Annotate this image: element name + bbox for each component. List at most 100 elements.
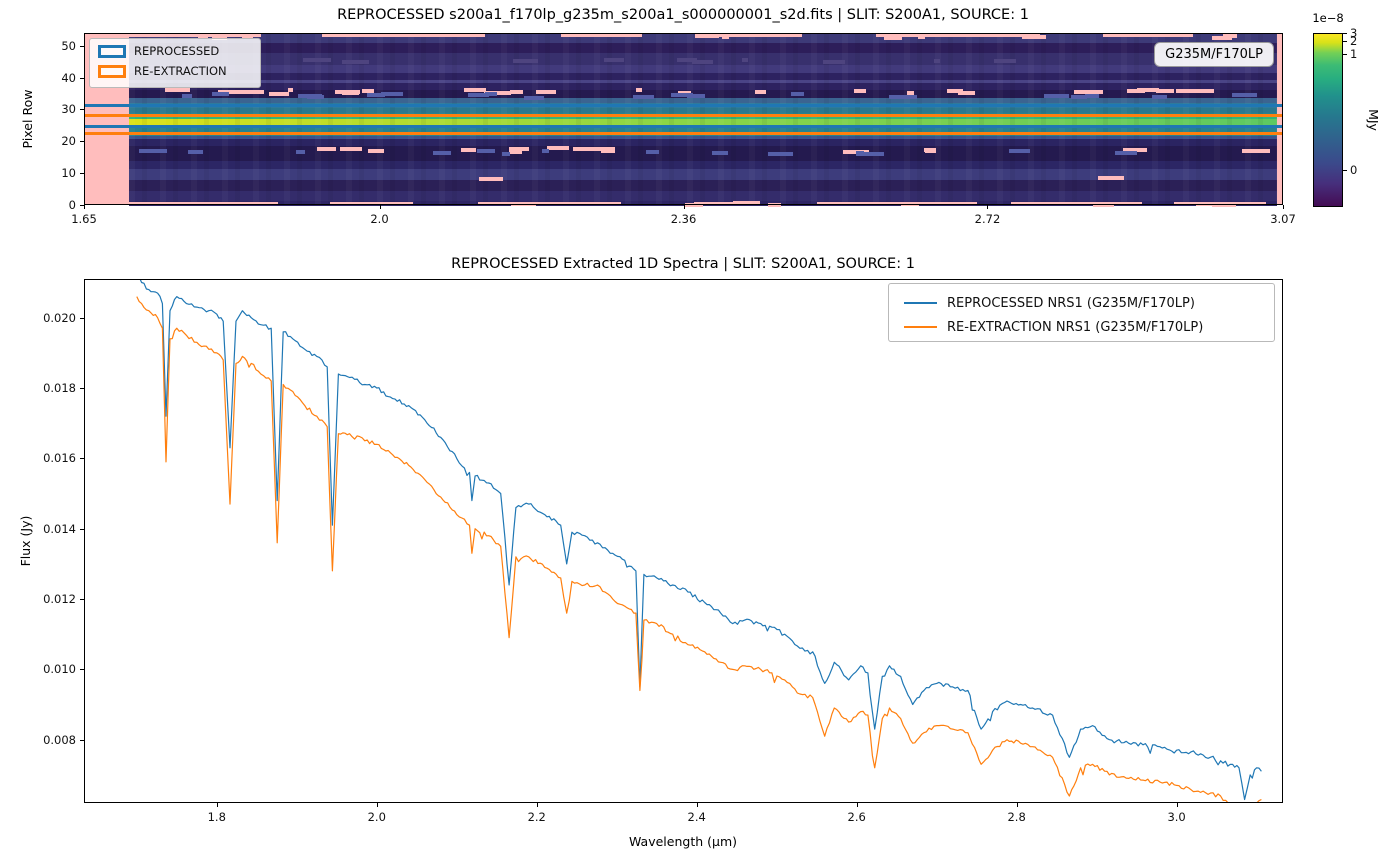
nan-speckle bbox=[636, 87, 643, 92]
nan-speckle bbox=[464, 88, 487, 93]
legend-line-swatch bbox=[904, 326, 937, 328]
colorbar-tick-label: 0 bbox=[1350, 162, 1358, 177]
heatmap-band bbox=[128, 168, 1277, 181]
s2d-y-tick-label: 30 bbox=[61, 102, 76, 117]
nan-strip-top-dash bbox=[1102, 33, 1193, 37]
nan-speckle bbox=[933, 58, 940, 63]
nan-speckle bbox=[1009, 149, 1031, 154]
nan-speckle bbox=[182, 93, 192, 98]
nan-speckle bbox=[1151, 95, 1168, 99]
colorbar-offset-label: 1e−8 bbox=[1312, 11, 1344, 25]
extraction-boundary-line bbox=[84, 104, 1283, 108]
nan-speckle bbox=[1212, 203, 1236, 208]
s2d-x-tick-mark bbox=[84, 205, 85, 209]
extraction-boundary-line bbox=[84, 132, 1283, 136]
nan-speckle bbox=[339, 146, 362, 151]
s2d-spectrum-heatmap bbox=[84, 33, 1283, 208]
nan-speckle bbox=[883, 35, 903, 40]
nan-strip-top-dash bbox=[561, 33, 643, 37]
nan-speckle bbox=[994, 59, 1017, 64]
s2d-x-tick-mark bbox=[683, 205, 685, 209]
legend-entry-label: RE-EXTRACTION NRS1 (G235M/F170LP) bbox=[947, 319, 1204, 335]
heatmap-band bbox=[128, 145, 1277, 161]
x1d-y-tick-mark bbox=[80, 528, 84, 530]
nan-speckle bbox=[1122, 147, 1147, 152]
nan-speckle bbox=[1231, 93, 1258, 98]
nan-strip-bottom-dash bbox=[693, 201, 755, 205]
nan-speckle bbox=[947, 88, 964, 93]
x1d-x-tick-label: 2.4 bbox=[687, 810, 706, 824]
nan-speckle bbox=[1186, 89, 1214, 94]
s2d-x-tick-label: 2.72 bbox=[974, 212, 1001, 226]
nan-speckle bbox=[501, 152, 511, 157]
x1d-x-tick-mark bbox=[1176, 803, 1178, 807]
x1d-legend-entry: REPROCESSED NRS1 (G235M/F170LP) bbox=[899, 291, 1274, 315]
nan-speckle bbox=[741, 58, 749, 63]
nan-speckle bbox=[691, 59, 713, 64]
nan-speckle bbox=[768, 151, 793, 156]
x1d-x-tick-label: 2.2 bbox=[527, 810, 546, 824]
nan-speckle bbox=[298, 94, 323, 99]
nan-speckle bbox=[632, 95, 655, 100]
x1d-y-tick-mark bbox=[80, 739, 84, 741]
nan-strip-top-dash bbox=[322, 33, 485, 37]
wavelength-axis-label: Wavelength (µm) bbox=[628, 834, 738, 849]
nan-speckle bbox=[711, 150, 728, 155]
x1d-x-tick-label: 2.0 bbox=[367, 810, 386, 824]
heatmap-band bbox=[128, 89, 1277, 98]
nan-speckle bbox=[1155, 89, 1175, 94]
s2d-y-tick-mark bbox=[80, 109, 84, 111]
heatmap-band bbox=[128, 42, 1277, 54]
s2d-x-tick-label: 1.65 bbox=[71, 212, 97, 226]
x1d-x-tick-label: 1.8 bbox=[207, 810, 226, 824]
s2d-y-tick-mark bbox=[80, 173, 84, 175]
nan-speckle bbox=[678, 90, 691, 95]
nan-speckle bbox=[523, 95, 544, 100]
heatmap-band bbox=[128, 138, 1277, 147]
nan-speckle bbox=[671, 92, 694, 97]
source-trace-band bbox=[128, 118, 1277, 126]
nan-speckle bbox=[676, 57, 698, 62]
heatmap-band bbox=[128, 82, 1277, 91]
nan-region-right bbox=[1277, 33, 1283, 205]
colorbar-tick-label: 3 bbox=[1350, 26, 1358, 40]
x1d-x-tick-mark bbox=[1016, 803, 1018, 807]
nan-speckle bbox=[686, 94, 705, 99]
nan-speckle bbox=[138, 149, 167, 154]
nan-speckle bbox=[511, 201, 537, 206]
s2d-x-tick-mark bbox=[987, 205, 989, 209]
nan-speckle bbox=[917, 35, 926, 40]
nan-strip-bottom-dash bbox=[128, 201, 279, 205]
nan-speckle bbox=[722, 34, 729, 39]
spectrum-line-reprocessed bbox=[139, 279, 1262, 801]
heatmap-band bbox=[128, 97, 1277, 104]
nan-speckle bbox=[510, 90, 523, 95]
s2d-y-tick-mark bbox=[80, 205, 84, 206]
colorbar-unit-label: MJy bbox=[1366, 109, 1381, 131]
nan-speckle bbox=[477, 149, 495, 154]
s2d-y-tick-label: 40 bbox=[61, 70, 76, 85]
nan-strip-bottom-dash bbox=[817, 201, 978, 205]
colorbar-tick-mark bbox=[1343, 33, 1347, 34]
pixel-row-axis-label: Pixel Row bbox=[20, 89, 35, 149]
nan-speckle bbox=[1126, 89, 1145, 94]
nan-speckle bbox=[467, 92, 489, 97]
nan-strip-top-dash bbox=[875, 33, 1040, 37]
nan-speckle bbox=[1137, 88, 1160, 93]
nan-speckle bbox=[907, 91, 915, 96]
nan-speckle bbox=[334, 89, 360, 94]
nan-speckle bbox=[542, 148, 550, 153]
heatmap-band bbox=[128, 52, 1277, 66]
colorbar-tick-label: 2 bbox=[1350, 34, 1358, 48]
legend-entry-label: RE-EXTRACTION bbox=[134, 64, 227, 78]
x1d-y-tick-label: 0.014 bbox=[43, 521, 76, 536]
nan-speckle bbox=[241, 34, 253, 39]
nan-speckle bbox=[646, 150, 660, 155]
s2d-legend: REPROCESSED RE-EXTRACTION bbox=[89, 38, 261, 88]
nan-speckle bbox=[509, 146, 521, 151]
nan-speckle bbox=[754, 90, 766, 95]
nan-speckle bbox=[362, 88, 375, 93]
nan-strip-bottom-dash bbox=[1174, 201, 1267, 205]
legend-patch-swatch bbox=[98, 64, 126, 78]
nan-speckle bbox=[823, 59, 845, 64]
